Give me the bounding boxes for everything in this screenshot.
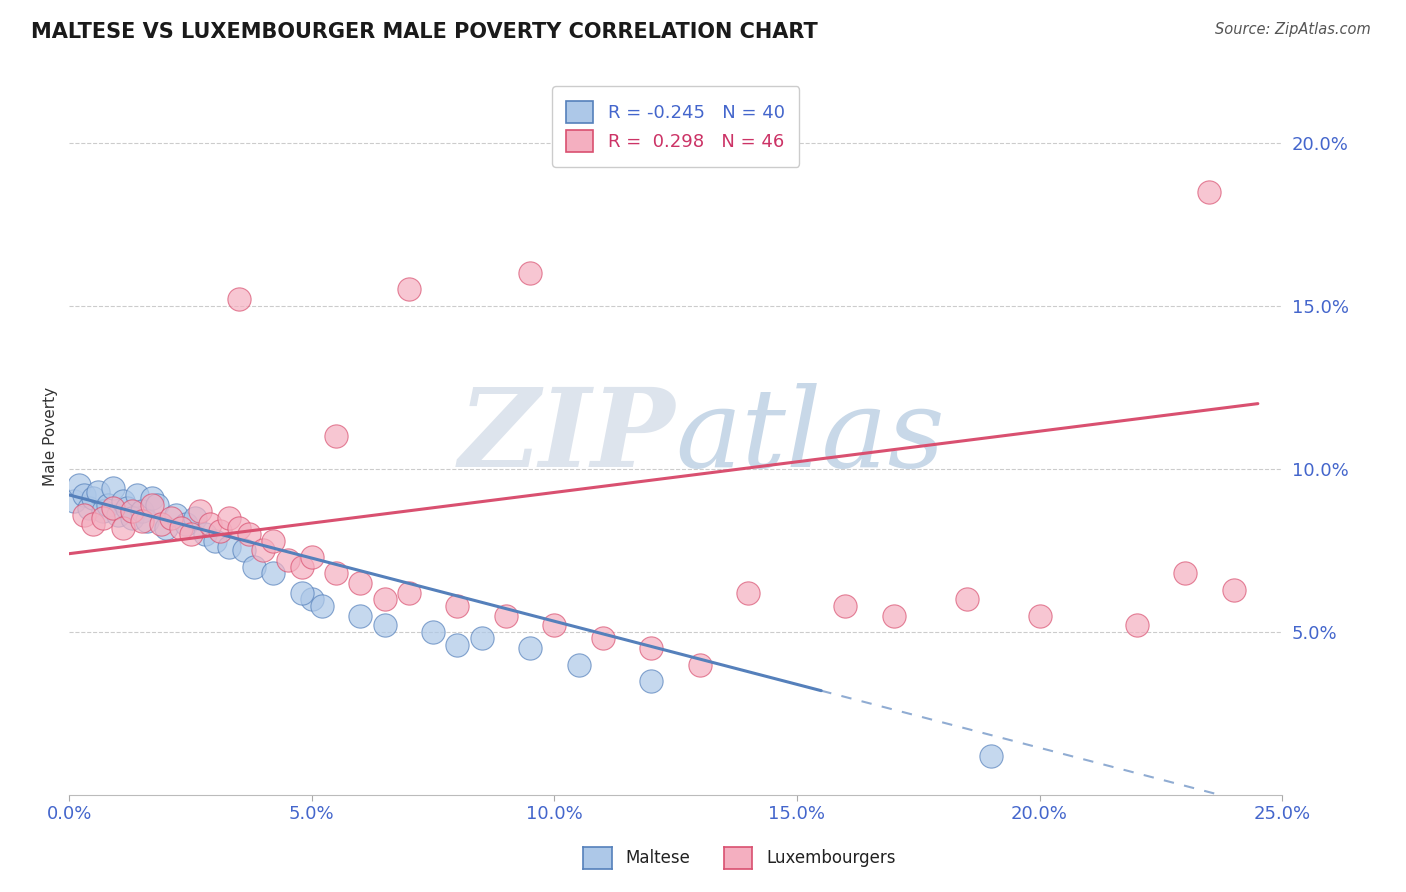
Point [519, 641, 541, 656]
Point [87, 484, 110, 499]
Point [91, 504, 114, 518]
Point [956, 592, 979, 607]
Text: MALTESE VS LUXEMBOURGER MALE POVERTY CORRELATION CHART: MALTESE VS LUXEMBOURGER MALE POVERTY COR… [31, 22, 818, 42]
Point [1198, 185, 1220, 199]
Point [1125, 618, 1147, 632]
Point [63, 494, 86, 508]
Point [218, 540, 240, 554]
Point [131, 514, 153, 528]
Point [446, 638, 468, 652]
Point [495, 608, 517, 623]
Point [471, 632, 494, 646]
Point [141, 491, 163, 506]
Text: Source: ZipAtlas.com: Source: ZipAtlas.com [1215, 22, 1371, 37]
Point [374, 592, 396, 607]
Point [277, 553, 299, 567]
Point [325, 566, 347, 581]
Point [160, 510, 183, 524]
Text: Maltese: Maltese [626, 849, 690, 867]
Text: Luxembourgers: Luxembourgers [766, 849, 896, 867]
Point [349, 576, 371, 591]
Point [374, 618, 396, 632]
Point [208, 524, 231, 538]
Point [145, 498, 167, 512]
Point [446, 599, 468, 613]
Point [242, 559, 264, 574]
Point [311, 599, 333, 613]
Point [640, 641, 662, 656]
Point [301, 549, 323, 564]
Point [170, 520, 193, 534]
Point [67, 478, 90, 492]
Point [398, 586, 420, 600]
Point [291, 586, 314, 600]
Y-axis label: Male Poverty: Male Poverty [44, 387, 58, 486]
Point [101, 501, 124, 516]
Point [218, 510, 240, 524]
Point [325, 429, 347, 443]
Point [165, 508, 187, 522]
Point [73, 508, 96, 522]
Point [150, 517, 173, 532]
Point [262, 566, 284, 581]
Point [568, 657, 591, 672]
Point [141, 498, 163, 512]
Point [252, 543, 274, 558]
Point [82, 491, 104, 506]
Point [135, 514, 157, 528]
Point [91, 510, 114, 524]
Point [180, 527, 202, 541]
Point [101, 482, 124, 496]
Point [204, 533, 226, 548]
Text: atlas: atlas [676, 383, 945, 490]
Point [117, 501, 139, 516]
Point [77, 501, 100, 516]
Point [238, 527, 260, 541]
Text: ZIP: ZIP [458, 383, 676, 490]
Point [1028, 608, 1050, 623]
Point [111, 494, 134, 508]
Point [1174, 566, 1197, 581]
Point [883, 608, 905, 623]
Legend: R = -0.245   N = 40, R =  0.298   N = 46: R = -0.245 N = 40, R = 0.298 N = 46 [553, 87, 800, 167]
Point [174, 517, 197, 532]
Point [127, 488, 149, 502]
Point [422, 624, 444, 639]
Point [131, 504, 153, 518]
Point [543, 618, 565, 632]
Point [262, 533, 284, 548]
Point [232, 543, 254, 558]
Point [519, 266, 541, 280]
Point [980, 748, 1002, 763]
Point [107, 508, 129, 522]
Point [398, 283, 420, 297]
Point [155, 520, 177, 534]
Point [291, 559, 314, 574]
Point [73, 488, 96, 502]
Point [121, 510, 143, 524]
Point [228, 292, 250, 306]
Point [301, 592, 323, 607]
Point [121, 504, 143, 518]
Point [82, 517, 104, 532]
Point [1222, 582, 1244, 597]
Point [228, 520, 250, 534]
Point [592, 632, 614, 646]
Point [349, 608, 371, 623]
Point [184, 510, 207, 524]
Point [97, 498, 120, 512]
Point [737, 586, 759, 600]
Point [111, 520, 134, 534]
Point [194, 527, 217, 541]
Point [640, 673, 662, 688]
Point [689, 657, 711, 672]
Point [198, 517, 221, 532]
Point [188, 504, 211, 518]
Point [834, 599, 856, 613]
